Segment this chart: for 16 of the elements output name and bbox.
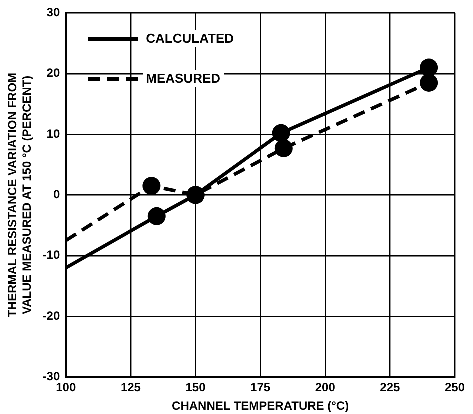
y-tick-label: -10: [42, 248, 60, 262]
x-axis-title: CHANNEL TEMPERATURE (°C): [172, 399, 350, 414]
y-axis-title: THERMAL RESISTANCE VARIATION FROM VALUE MEASURED AT 150 °C (PERCENT): [6, 72, 34, 318]
legend-label: MEASURED: [143, 70, 224, 88]
y-tick-label: 30: [46, 6, 60, 20]
x-tick-label: 125: [120, 380, 142, 395]
x-tick-label: 200: [315, 380, 336, 395]
x-tick-label: 175: [250, 380, 271, 395]
y-tick-label: 20: [46, 66, 60, 80]
x-tick-label: 150: [186, 380, 206, 395]
legend-label: CALCULATED: [143, 30, 237, 48]
y-tick-label: 0: [53, 188, 60, 202]
x-tick-label: 225: [380, 380, 401, 395]
x-tick-label: 250: [444, 380, 466, 395]
y-tick-label: 10: [46, 126, 60, 141]
y-tick-label: -20: [42, 308, 60, 323]
